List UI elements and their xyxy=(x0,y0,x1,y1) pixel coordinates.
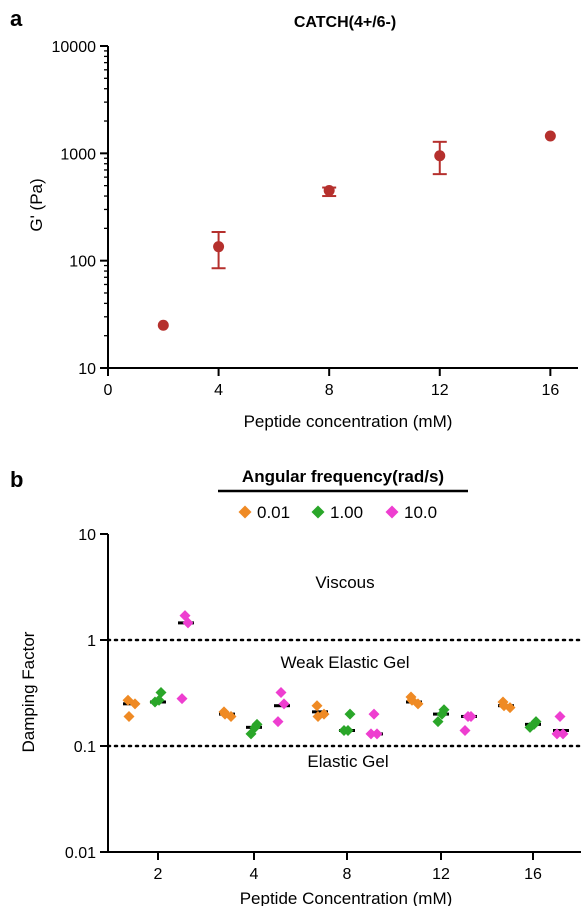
data-point-1.00 xyxy=(528,718,540,730)
data-point xyxy=(434,150,446,162)
data-point-0.01 xyxy=(219,708,231,720)
panel-a-title: CATCH(4+/6-) xyxy=(294,14,396,31)
data-point-10.0 xyxy=(371,728,383,740)
data-point-10.0 xyxy=(554,710,566,722)
data-point-1.00 xyxy=(153,694,165,706)
data-point-1.00 xyxy=(436,708,448,720)
data-point-0.01 xyxy=(312,710,324,722)
legend-marker-0.01 xyxy=(238,505,252,519)
data-point-0.01 xyxy=(129,698,141,710)
legend-label: 10.0 xyxy=(404,503,437,522)
data-point-10.0 xyxy=(557,728,569,740)
data-point-10.0 xyxy=(365,728,377,740)
legend-label: 0.01 xyxy=(257,503,290,522)
region-label-elastic-gel: Elastic Gel xyxy=(307,752,388,771)
legend-label: 1.00 xyxy=(330,503,363,522)
panel-a-axes: 10 100 1000 10000 0 4 8 12 16 xyxy=(52,39,578,399)
data-point-1.00 xyxy=(342,725,354,737)
panel-b-x-tick-label: 16 xyxy=(524,866,542,883)
panel-a-y-tick-label: 100 xyxy=(69,254,96,271)
data-point-1.00 xyxy=(344,708,356,720)
data-point-10.0 xyxy=(176,693,188,705)
region-label-viscous: Viscous xyxy=(315,573,374,592)
panel-b-y-tick-label: 0.01 xyxy=(65,845,96,862)
panel-b-y-tick-label: 1 xyxy=(87,633,96,650)
data-point-10.0 xyxy=(465,710,477,722)
legend: 0.01 1.00 10.0 xyxy=(238,503,437,522)
panel-a-y-axis-label: G' (Pa) xyxy=(27,178,46,231)
panel-a-x-tick-label: 16 xyxy=(541,382,559,399)
data-point-10.0 xyxy=(272,716,284,728)
data-point xyxy=(213,241,225,253)
region-label-weak-elastic-gel: Weak Elastic Gel xyxy=(280,653,409,672)
panel-b-x-tick-label: 12 xyxy=(432,866,450,883)
panel-a-y-tick-label: 10 xyxy=(78,361,96,378)
panel-b-x-axis-label: Peptide Concentration (mM) xyxy=(240,889,453,906)
data-point-0.01 xyxy=(123,710,135,722)
panel-b-letter: b xyxy=(10,467,23,492)
data-point-10.0 xyxy=(278,698,290,710)
data-point-10.0 xyxy=(551,728,563,740)
panel-a-y-tick-label: 10000 xyxy=(52,39,97,56)
panel-a-x-tick-label: 12 xyxy=(431,382,449,399)
panel-a-y-tick-label: 1000 xyxy=(60,146,96,163)
data-point-1.00 xyxy=(155,686,167,698)
panel-b-x-tick-label: 4 xyxy=(250,866,259,883)
panel-b-y-tick-label: 10 xyxy=(78,527,96,544)
panel-a-x-tick-label: 4 xyxy=(214,382,223,399)
legend-marker-1.00 xyxy=(311,505,325,519)
data-point-0.01 xyxy=(498,700,510,712)
data-point-1.00 xyxy=(432,716,444,728)
panel-a-x-axis-label: Peptide concentration (mM) xyxy=(244,412,453,431)
panel-a-letter: a xyxy=(10,6,23,31)
data-point-10.0 xyxy=(459,725,471,737)
panel-a-x-tick-label: 8 xyxy=(325,382,334,399)
panel-b-axes: 0.01 0.1 1 10 2 4 8 12 16 xyxy=(65,527,581,883)
data-point-1.00 xyxy=(249,721,261,733)
data-point-10.0 xyxy=(368,708,380,720)
panel-b-x-tick-label: 8 xyxy=(343,866,352,883)
data-point xyxy=(544,130,556,142)
data-point xyxy=(323,185,335,197)
legend-marker-10.0 xyxy=(385,505,399,519)
data-point-0.01 xyxy=(311,700,323,712)
panel-b-y-axis-label: Damping Factor xyxy=(19,631,38,752)
panel-b-marks xyxy=(122,610,569,740)
panel-a-x-tick-label: 0 xyxy=(104,382,113,399)
data-point-10.0 xyxy=(182,617,194,629)
data-point xyxy=(157,319,169,331)
panel-b-x-tick-label: 2 xyxy=(154,866,163,883)
data-point-0.01 xyxy=(406,694,418,706)
data-point-10.0 xyxy=(275,686,287,698)
legend-title: Angular frequency(rad/s) xyxy=(242,467,444,486)
panel-b-y-tick-label: 0.1 xyxy=(74,739,96,756)
panel-a-marks xyxy=(157,130,556,331)
